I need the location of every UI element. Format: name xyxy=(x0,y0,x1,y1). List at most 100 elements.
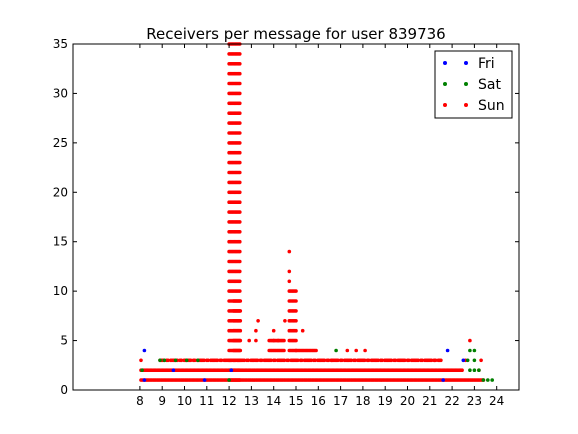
y-tick-label: 0 xyxy=(60,383,68,397)
sun-point xyxy=(294,328,298,333)
sun-point xyxy=(340,358,344,363)
sat-point xyxy=(472,368,477,373)
x-tick-label: 12 xyxy=(221,394,236,408)
sun-point xyxy=(287,269,292,274)
fri-point xyxy=(461,358,466,363)
sun-point xyxy=(238,190,242,195)
x-tick-label: 13 xyxy=(244,394,259,408)
sun-point xyxy=(238,200,242,204)
sun-point xyxy=(202,358,206,363)
sun-point xyxy=(300,328,305,333)
sun-point xyxy=(296,358,300,363)
sun-point xyxy=(393,358,398,363)
y-tick-label: 10 xyxy=(53,284,68,298)
sun-point xyxy=(238,309,243,313)
sun-point xyxy=(238,259,242,264)
sat-point xyxy=(227,378,231,382)
sun-point xyxy=(238,338,243,343)
sun-point xyxy=(246,358,251,363)
fri-point xyxy=(441,378,446,382)
x-tick-label: 20 xyxy=(400,394,415,408)
x-tick-label: 19 xyxy=(378,394,393,408)
sun-point xyxy=(468,338,472,343)
y-tick-label: 15 xyxy=(53,235,68,249)
sun-point xyxy=(219,358,224,363)
sat-point xyxy=(486,378,490,382)
sun-point xyxy=(429,358,434,363)
sun-point xyxy=(238,150,242,155)
fri-point xyxy=(142,378,147,382)
sat-point xyxy=(477,368,481,373)
sun-point xyxy=(238,328,243,333)
legend-marker-sun xyxy=(464,103,468,107)
sun-point xyxy=(238,348,243,353)
chart-title: Receivers per message for user 839736 xyxy=(146,25,445,43)
sun-point xyxy=(276,338,281,343)
sun-point xyxy=(300,358,304,363)
x-tick-label: 8 xyxy=(136,394,144,408)
sun-point xyxy=(238,52,242,56)
sun-point xyxy=(238,131,242,135)
sun-point xyxy=(314,348,318,353)
sun-point xyxy=(271,328,276,333)
legend: Fri Sat Sun xyxy=(434,50,513,119)
sun-point xyxy=(238,210,242,214)
x-tick-label: 10 xyxy=(177,394,192,408)
legend-marker-fri xyxy=(464,61,468,65)
sun-point xyxy=(242,358,247,363)
sat-point xyxy=(173,358,178,363)
sun-point xyxy=(362,358,367,363)
sat-point xyxy=(158,358,162,363)
fri-point xyxy=(142,348,147,353)
sun-point xyxy=(247,338,251,343)
sun-point xyxy=(353,358,358,363)
sat-point xyxy=(490,378,495,382)
sun-point xyxy=(354,348,359,353)
sun-point xyxy=(238,170,242,175)
sun-point xyxy=(254,328,258,333)
legend-marker-sat xyxy=(443,82,447,86)
sat-point xyxy=(334,348,338,353)
legend-label-sun: Sun xyxy=(478,98,505,114)
sat-point xyxy=(184,358,189,363)
sun-point xyxy=(329,358,334,363)
sat-point xyxy=(162,358,167,363)
sun-point xyxy=(238,239,242,244)
sun-point xyxy=(294,299,298,303)
legend-marker-sat xyxy=(464,82,468,86)
x-tick-label: 15 xyxy=(288,394,303,408)
fri-point xyxy=(229,368,234,373)
sat-point xyxy=(140,368,144,373)
sun-point xyxy=(255,358,260,363)
sat-point xyxy=(472,358,477,363)
y-tick-label: 5 xyxy=(60,334,68,348)
sun-point xyxy=(479,358,483,363)
x-tick-label: 21 xyxy=(422,394,437,408)
sun-point xyxy=(273,358,277,363)
x-tick-label: 18 xyxy=(355,394,370,408)
sun-point xyxy=(238,299,243,303)
sun-point xyxy=(238,378,242,382)
legend-label-fri: Fri xyxy=(478,56,495,72)
sun-point xyxy=(238,279,242,284)
sun-point xyxy=(286,358,291,363)
axes: 8 9 10 11 12 13 14 15 16 17 18 19 20 21 22 23 24 0 5 10 15 20… xyxy=(53,37,519,408)
sun-point xyxy=(294,319,298,323)
y-tick-label: 30 xyxy=(53,86,68,100)
y-tick-label: 35 xyxy=(53,37,68,51)
sun-point xyxy=(287,249,292,254)
sun-point xyxy=(238,160,242,165)
sun-point xyxy=(238,368,242,373)
sun-point xyxy=(282,358,287,363)
x-tick-label: 24 xyxy=(489,394,504,408)
sun-point xyxy=(349,358,354,363)
sat-point xyxy=(465,358,470,363)
legend-marker-sun xyxy=(443,103,447,107)
sun-point xyxy=(322,358,327,363)
x-tick-label: 16 xyxy=(311,394,326,408)
sat-point xyxy=(196,358,200,363)
sat-point xyxy=(468,348,472,353)
sun-point xyxy=(283,319,287,323)
sun-point xyxy=(432,358,437,363)
